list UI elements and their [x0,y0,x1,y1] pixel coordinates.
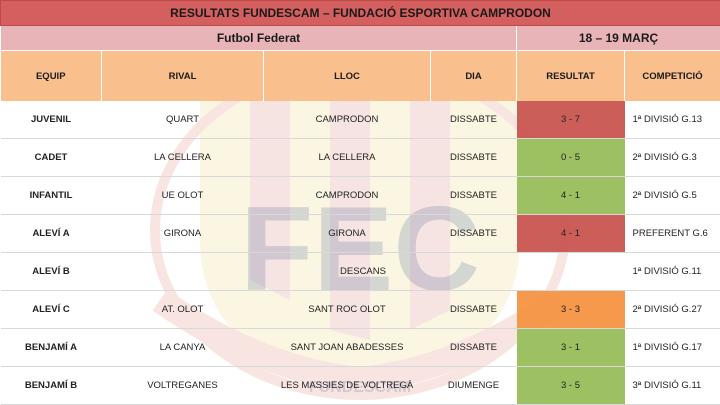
result-cell: 4 - 1 [516,176,625,215]
competition-cell: 1ª DIVISIÓ G.17 [624,328,720,367]
day-cell: DISSABTE [430,138,517,177]
table-row: JUVENIL QUART CAMPRODON DISSABTE 3 - 7 1… [0,101,720,139]
competition-cell: 2ª DIVISIÓ G.5 [624,176,720,215]
day-cell: DISSABTE [430,214,517,253]
result-cell: 4 - 1 [516,214,625,253]
team-cell: JUVENIL [0,101,102,139]
table-row: INFANTIL UE OLOT CAMPRODON DISSABTE 4 - … [0,176,720,215]
table-row: ALEVÍ B DESCANS 1ª DIVISIÓ G.11 [0,252,720,291]
rival-cell: QUART [101,101,264,139]
team-cell: CADET [0,138,102,177]
rival-cell: VOLTREGANES [101,366,264,405]
header-day: DIA [430,50,517,101]
date-range: 18 – 19 MARÇ [515,25,720,51]
competition-cell: 1ª DIVISIÓ G.11 [624,252,720,291]
team-cell: BENJAMÍ B [0,366,102,405]
place-cell: SANT ROC OLOT [263,290,431,329]
result-cell: 3 - 7 [516,101,625,139]
table-row: BENJAMÍ A LA CANYA SANT JOAN ABADESSES D… [0,328,720,367]
day-cell: DISSABTE [430,328,517,367]
day-cell: DISSABTE [430,101,517,139]
place-cell: GIRONA [263,214,431,253]
day-cell: DIUMENGE [430,366,517,405]
table-row: BENJAMÍ B VOLTREGANES LES MASSIES DE VOL… [0,366,720,405]
rival-cell: LA CELLERA [101,138,264,177]
competition-cell: 3ª DIVISIÓ G.11 [624,366,720,405]
rest-cell: DESCANS [101,252,625,291]
team-cell: ALEVÍ A [0,214,102,253]
team-cell: INFANTIL [0,176,102,215]
competition-cell: 1ª DIVISIÓ G.13 [624,101,720,139]
day-cell: DISSABTE [430,176,517,215]
header-result: RESULTAT [516,50,625,101]
header-competition: COMPETICIÓ [624,50,720,101]
competition-cell: 2ª DIVISIÓ G.3 [624,138,720,177]
team-cell: BENJAMÍ A [0,328,102,367]
result-cell: 0 - 5 [516,138,625,177]
team-cell: ALEVÍ C [0,290,102,329]
result-cell: 3 - 3 [516,290,625,329]
place-cell: CAMPRODON [263,101,431,139]
competition-cell: PREFERENT G.6 [624,214,720,253]
place-cell: LA CELLERA [263,138,431,177]
header-team: EQUIP [0,50,102,101]
place-cell: LES MASSIES DE VOLTREGÀ [263,366,431,405]
header-place: LLOC [263,50,431,101]
team-cell: ALEVÍ B [0,252,102,291]
page-title: RESULTATS FUNDESCAM – FUNDACIÓ ESPORTIVA… [0,0,720,26]
result-cell: 3 - 1 [516,328,625,367]
table-row: CADET LA CELLERA LA CELLERA DISSABTE 0 -… [0,138,720,177]
header-rival: RIVAL [101,50,264,101]
place-cell: SANT JOAN ABADESSES [263,328,431,367]
place-cell: CAMPRODON [263,176,431,215]
competition-cell: 2ª DIVISIÓ G.27 [624,290,720,329]
table-row: ALEVÍ A GIRONA GIRONA DISSABTE 4 - 1 PRE… [0,214,720,253]
section-title: Futbol Federat [0,25,517,51]
table-row: ALEVÍ C AT. OLOT SANT ROC OLOT DISSABTE … [0,290,720,329]
rival-cell: LA CANYA [101,328,264,367]
day-cell: DISSABTE [430,290,517,329]
result-cell: 3 - 5 [516,366,625,405]
rival-cell: AT. OLOT [101,290,264,329]
rival-cell: GIRONA [101,214,264,253]
rival-cell: UE OLOT [101,176,264,215]
